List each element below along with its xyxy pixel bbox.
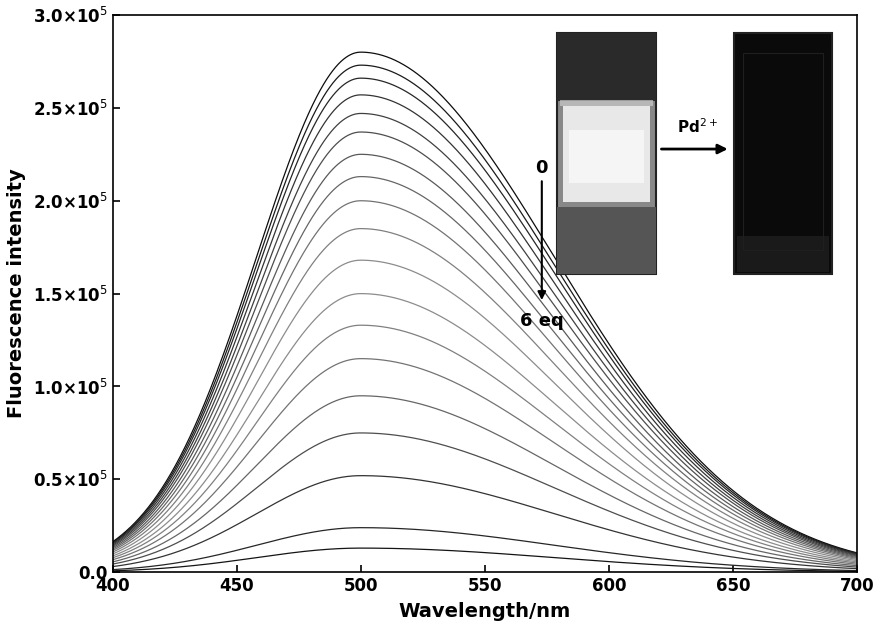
Bar xyxy=(557,207,655,274)
Text: Pd$^{2-}$: Pd$^{2-}$ xyxy=(559,220,607,241)
Text: 6 eq: 6 eq xyxy=(520,312,564,330)
Bar xyxy=(743,53,824,251)
Text: 0: 0 xyxy=(536,159,548,176)
Text: Pd$^{2+}$: Pd$^{2+}$ xyxy=(677,118,718,136)
Bar xyxy=(557,33,655,274)
Bar xyxy=(557,33,655,101)
Bar xyxy=(559,100,653,106)
Bar xyxy=(569,130,644,183)
Y-axis label: Fluorescence intensity: Fluorescence intensity xyxy=(7,169,26,418)
Bar xyxy=(563,106,649,202)
Bar xyxy=(737,236,829,272)
X-axis label: Wavelength/nm: Wavelength/nm xyxy=(398,602,571,621)
Bar xyxy=(734,33,833,274)
